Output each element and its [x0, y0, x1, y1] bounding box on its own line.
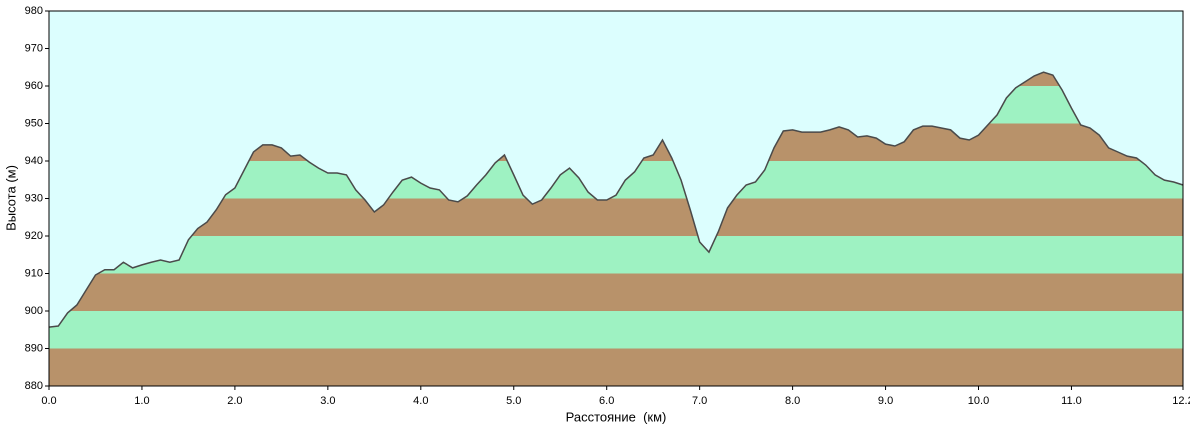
x-tick-label: 7.0: [692, 395, 707, 407]
y-tick-label: 980: [25, 5, 43, 17]
y-tick-label: 920: [25, 230, 43, 242]
y-tick-label: 880: [25, 380, 43, 392]
y-axis-title: Высота (м): [3, 165, 18, 231]
y-tick-label: 940: [25, 155, 43, 167]
x-tick-label: 11.0: [1061, 395, 1082, 407]
x-tick-label: 10.0: [968, 395, 989, 407]
y-tick-label: 900: [25, 305, 43, 317]
elevation-band: [49, 236, 1183, 274]
x-tick-label: 4.0: [413, 395, 428, 407]
elevation-band: [49, 311, 1183, 349]
y-tick-label: 970: [25, 42, 43, 54]
x-tick-label: 8.0: [785, 395, 800, 407]
elevation-band: [49, 348, 1183, 386]
x-tick-label: 1.0: [134, 395, 149, 407]
y-tick-label: 960: [25, 80, 43, 92]
y-tick-label: 930: [25, 192, 43, 204]
x-tick-label: 5.0: [506, 395, 521, 407]
x-tick-label: 0.0: [41, 395, 56, 407]
x-tick-label: 6.0: [599, 395, 614, 407]
profile-line: [48, 71, 1184, 328]
y-tick-label: 910: [25, 267, 43, 279]
elevation-band: [49, 273, 1183, 311]
y-tick-label: 890: [25, 342, 43, 354]
elevation-band: [49, 198, 1183, 236]
x-tick-label: 12.2: [1172, 395, 1190, 407]
x-tick-label: 2.0: [227, 395, 242, 407]
x-axis-title: Расстояние (км): [566, 409, 667, 424]
y-tick-label: 950: [25, 117, 43, 129]
x-tick-label: 3.0: [320, 395, 335, 407]
x-tick-label: 9.0: [878, 395, 893, 407]
